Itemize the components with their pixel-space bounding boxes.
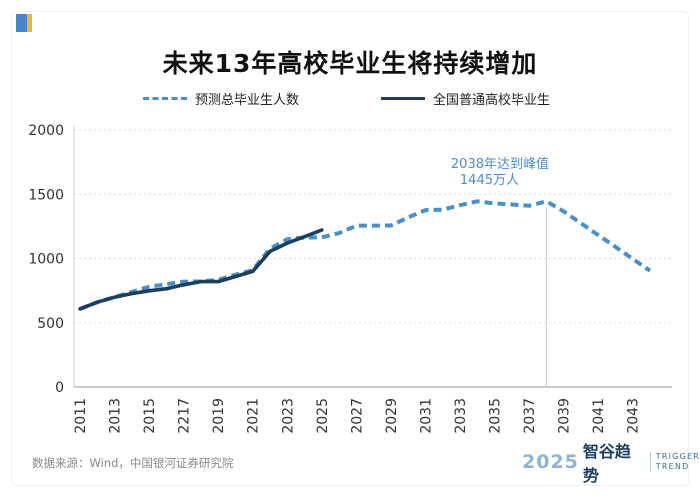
x-tick-label: 2217 bbox=[177, 398, 193, 434]
legend-forecast-label: 预测总毕业生人数 bbox=[195, 92, 300, 108]
corner-accent-icon bbox=[16, 14, 38, 32]
forecast-point bbox=[511, 203, 513, 205]
chart-title: 未来13年高校毕业生将持续增加 bbox=[162, 49, 538, 78]
actual-point bbox=[182, 284, 184, 286]
actual-point bbox=[148, 290, 150, 292]
forecast-point bbox=[580, 222, 582, 224]
actual-point bbox=[200, 280, 202, 282]
actual-point bbox=[96, 301, 98, 303]
forecast-point bbox=[442, 208, 444, 210]
forecast-point bbox=[649, 270, 651, 272]
x-tick-label: 2033 bbox=[453, 398, 469, 434]
legend-forecast-swatch bbox=[143, 96, 187, 100]
x-tick-label: 2027 bbox=[349, 398, 365, 434]
forecast-point bbox=[321, 236, 323, 238]
forecast-point bbox=[182, 280, 184, 282]
series-forecast-line bbox=[79, 199, 652, 311]
peak-annotation-line: 1445万人 bbox=[460, 173, 519, 188]
y-tick-label: 1500 bbox=[28, 187, 64, 203]
forecast-point bbox=[528, 205, 530, 207]
forecast-point bbox=[632, 258, 634, 260]
x-tick-label: 2025 bbox=[315, 398, 331, 434]
actual-point bbox=[234, 275, 236, 277]
chart-card bbox=[12, 12, 688, 485]
brand-logo: 2025 智谷趋势 TRIGGER TREND bbox=[522, 442, 700, 485]
series-actual-line bbox=[78, 228, 324, 311]
x-tick-label: 2021 bbox=[246, 398, 262, 434]
forecast-point bbox=[372, 224, 374, 226]
actual-point bbox=[217, 280, 219, 282]
forecast-point bbox=[459, 204, 461, 206]
forecast-point bbox=[390, 224, 392, 226]
x-tick-label: 2023 bbox=[280, 398, 296, 434]
actual-point bbox=[131, 292, 133, 294]
actual-point bbox=[286, 242, 288, 244]
x-tick-label: 2041 bbox=[591, 398, 607, 434]
brand-name: 智谷趋势 bbox=[582, 442, 631, 485]
x-tick-label: 2037 bbox=[522, 398, 538, 434]
forecast-point bbox=[165, 283, 167, 285]
forecast-point bbox=[476, 200, 478, 202]
legend-actual-label: 全国普通高校毕业生 bbox=[433, 92, 551, 108]
actual-point bbox=[321, 229, 323, 231]
brand-year: 2025 bbox=[522, 451, 579, 473]
x-tick-label: 2043 bbox=[626, 398, 642, 434]
actual-point bbox=[113, 296, 115, 298]
x-tick-label: 2031 bbox=[418, 398, 434, 434]
x-tick-label: 2013 bbox=[108, 398, 124, 434]
peak-annotation-line: 2038年达到峰值 bbox=[451, 156, 549, 172]
y-tick-label: 2000 bbox=[28, 123, 64, 139]
legend-actual: 全国普通高校毕业生 bbox=[381, 88, 550, 108]
x-tick-label: 2015 bbox=[142, 398, 158, 434]
x-tick-label: 2019 bbox=[211, 398, 227, 434]
legend-forecast: 预测总毕业生人数 bbox=[143, 88, 299, 108]
actual-point bbox=[269, 250, 271, 252]
source-note: 数据来源：Wind，中国银河证券研究院 bbox=[32, 456, 234, 470]
forecast-point bbox=[424, 209, 426, 211]
x-tick-label: 2035 bbox=[488, 398, 504, 434]
actual-point bbox=[303, 235, 305, 237]
actual-point bbox=[252, 270, 254, 272]
forecast-point bbox=[286, 238, 288, 240]
x-tick-label: 2039 bbox=[557, 398, 573, 434]
forecast-point bbox=[407, 216, 409, 218]
y-tick-label: 1000 bbox=[28, 252, 64, 268]
brand-english: TRIGGER TREND bbox=[649, 452, 700, 472]
forecast-point bbox=[545, 200, 547, 202]
forecast-point bbox=[338, 232, 340, 234]
forecast-point bbox=[614, 246, 616, 248]
forecast-point bbox=[597, 234, 599, 236]
y-tick-label: 0 bbox=[55, 380, 64, 396]
legend-actual-swatch bbox=[381, 96, 425, 100]
y-tick-label: 500 bbox=[37, 316, 64, 332]
forecast-point bbox=[493, 202, 495, 204]
x-tick-label: 2029 bbox=[384, 398, 400, 434]
x-tick-label: 2011 bbox=[73, 398, 89, 434]
forecast-point bbox=[148, 286, 150, 288]
actual-point bbox=[165, 287, 167, 289]
forecast-point bbox=[562, 210, 564, 212]
actual-point bbox=[79, 308, 81, 310]
forecast-point bbox=[355, 225, 357, 227]
